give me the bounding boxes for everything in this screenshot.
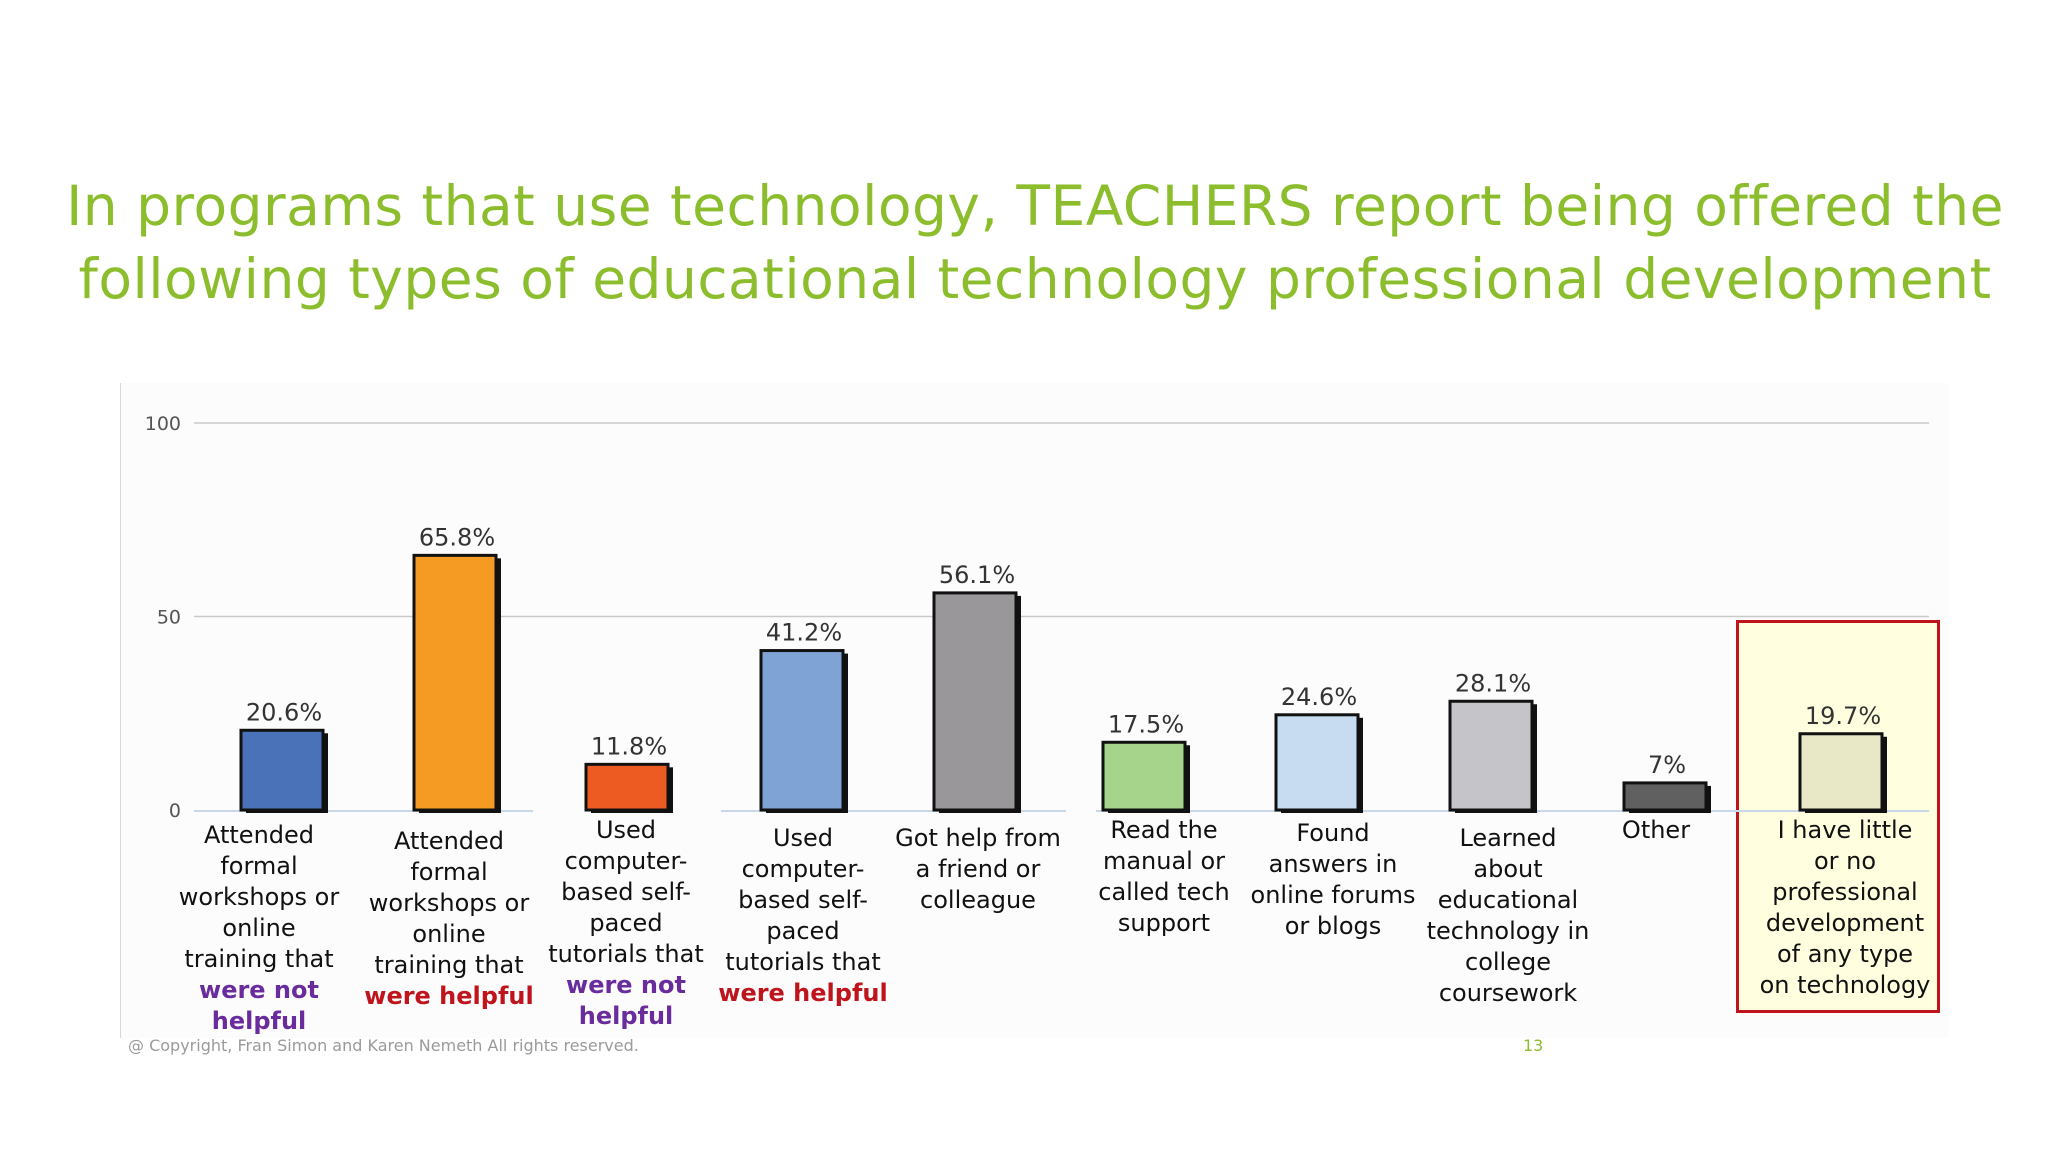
category-label-line: Used xyxy=(595,816,657,844)
category-label-line: support xyxy=(1117,909,1211,937)
bar xyxy=(1798,732,1884,812)
bar xyxy=(239,728,325,812)
category-label-line: educational xyxy=(1437,886,1579,914)
category-label-line: tutorials that xyxy=(548,940,704,968)
category-label-line: Attended xyxy=(203,821,315,849)
category-label-line: paced xyxy=(589,909,663,937)
category-label-line: computer- xyxy=(741,855,865,883)
category-label: Attended formal workshops or online training… xyxy=(364,826,534,1012)
category-label-line: workshops or xyxy=(368,889,530,917)
bar xyxy=(1448,699,1534,812)
bar xyxy=(1622,781,1708,812)
chart-area: 100 50 0 20.6% 65.8% 11.8% 41.2% 56.1% 17.5% 24.6… xyxy=(120,383,1949,1038)
category-label-emphasis: were not xyxy=(566,971,686,999)
y-tick-label: 100 xyxy=(145,413,181,435)
category-label-line: formal xyxy=(220,852,298,880)
bar-chart: 100 50 0 20.6% 65.8% 11.8% 41.2% 56.1% 17.5% 24.6… xyxy=(145,413,1929,822)
category-label-line: Used xyxy=(772,824,834,852)
category-label-line: answers in xyxy=(1268,850,1398,878)
category-label: Read the manual or called tech support xyxy=(1089,815,1239,939)
category-label-line: based self- xyxy=(738,886,868,914)
y-tick-label: 50 xyxy=(157,607,181,629)
category-label-line: development xyxy=(1765,909,1925,937)
category-label-line: about xyxy=(1473,855,1543,883)
category-label-emphasis: helpful xyxy=(211,1007,307,1035)
bar-value-label: 24.6% xyxy=(1281,683,1357,711)
category-label-line: technology in xyxy=(1426,917,1590,945)
bar-value-label: 7% xyxy=(1648,751,1686,779)
bar xyxy=(1274,713,1360,812)
category-label-line: tutorials that xyxy=(725,948,881,976)
category-label-line: colleague xyxy=(920,886,1036,914)
bar-value-label: 11.8% xyxy=(591,732,667,760)
category-label-line: computer- xyxy=(564,847,688,875)
category-label-line: Found xyxy=(1296,819,1370,847)
category-label-line: manual or xyxy=(1102,847,1226,875)
category-label-line: or blogs xyxy=(1284,912,1382,940)
bar-value-label: 41.2% xyxy=(766,619,842,647)
bar xyxy=(759,649,845,812)
bar-value-label: 65.8% xyxy=(419,523,495,551)
category-label-line: Other xyxy=(1621,816,1691,844)
category-label-line: on technology xyxy=(1759,971,1931,999)
category-label-line: Learned xyxy=(1459,824,1557,852)
category-label: Found answers in online forums or blogs xyxy=(1246,818,1421,942)
category-label-line: coursework xyxy=(1438,979,1578,1007)
bar xyxy=(1101,740,1187,812)
slide-title-line-2: following types of educational technolog… xyxy=(78,247,1992,311)
category-label-line: Attended xyxy=(393,827,505,855)
bar xyxy=(932,591,1018,812)
category-label: Other xyxy=(1596,815,1716,846)
bar xyxy=(412,553,498,812)
category-label-emphasis: were not xyxy=(199,976,319,1004)
category-label-line: I have little xyxy=(1777,816,1913,844)
category-label: Used computer-based self-paced tutorials t… xyxy=(541,815,711,1032)
category-label: I have little or no professional developmen… xyxy=(1750,815,1940,1001)
slide-title: In programs that use technology, TEACHER… xyxy=(60,170,2010,316)
highlight-box xyxy=(1736,620,1940,1013)
bar-value-label: 28.1% xyxy=(1455,669,1531,697)
bar-value-label: 20.6% xyxy=(246,698,322,726)
category-label-line: Read the xyxy=(1110,816,1218,844)
category-label-line: formal xyxy=(410,858,488,886)
category-label-line: online xyxy=(412,920,486,948)
y-tick-label: 0 xyxy=(169,800,181,822)
category-label-line: training that xyxy=(184,945,334,973)
bar-value-label: 17.5% xyxy=(1108,710,1184,738)
category-label-emphasis: were helpful xyxy=(364,982,534,1010)
bar-value-label: 19.7% xyxy=(1805,702,1881,730)
category-label-line: college xyxy=(1465,948,1551,976)
category-label-line: training that xyxy=(374,951,524,979)
bar xyxy=(584,762,670,812)
bar-value-label: 56.1% xyxy=(939,561,1015,589)
category-label-emphasis: were helpful xyxy=(718,979,888,1007)
category-label-line: professional xyxy=(1772,878,1918,906)
category-label: Learned about educational technology in coll… xyxy=(1421,823,1596,1009)
category-label-line: based self- xyxy=(561,878,691,906)
category-label-line: called tech xyxy=(1098,878,1230,906)
category-label-line: or no xyxy=(1813,847,1877,875)
category-label-line: Got help from xyxy=(895,824,1061,852)
copyright-notice: @ Copyright, Fran Simon and Karen Nemeth… xyxy=(128,1036,639,1055)
category-label-line: paced xyxy=(766,917,840,945)
category-label: Used computer-based self-paced tutorials t… xyxy=(718,823,888,1009)
category-label-line: online xyxy=(222,914,296,942)
category-label: Attended formal workshops or online training… xyxy=(174,820,344,1037)
category-label-emphasis: helpful xyxy=(578,1002,674,1030)
page-number: 13 xyxy=(1523,1036,1544,1055)
category-label: Got help from a friend or colleague xyxy=(889,823,1067,916)
category-label-line: of any type xyxy=(1776,940,1914,968)
category-label-line: workshops or xyxy=(178,883,340,911)
category-label-line: a friend or xyxy=(915,855,1041,883)
slide-title-line-1: In programs that use technology, TEACHER… xyxy=(66,174,2004,238)
category-label-line: online forums xyxy=(1250,881,1416,909)
